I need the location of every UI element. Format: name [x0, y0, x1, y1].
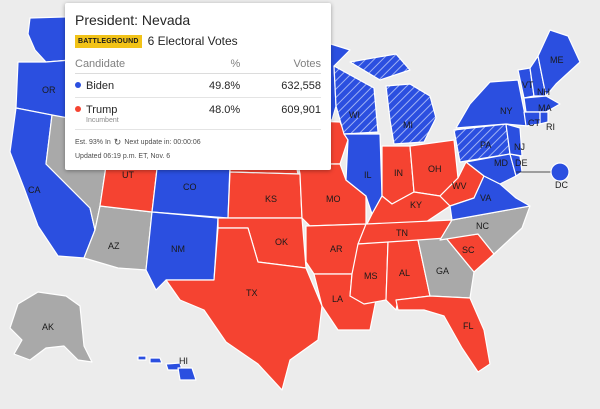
party-dot-icon — [75, 106, 81, 113]
dc-label: DC — [555, 180, 568, 190]
state-MA[interactable] — [523, 95, 561, 113]
state-label-ms: MS — [364, 271, 378, 281]
state-NY[interactable] — [455, 79, 529, 129]
state-label-ct: CT — [528, 118, 540, 128]
state-MI-upper[interactable] — [349, 53, 411, 81]
state-HI-b[interactable] — [149, 357, 163, 364]
state-MD[interactable] — [465, 153, 517, 185]
candidate-name: Biden — [86, 80, 115, 92]
state-label-oh: OH — [428, 164, 442, 174]
state-label-or: OR — [42, 85, 56, 95]
state-WI[interactable] — [333, 65, 379, 135]
state-label-fl: FL — [463, 321, 474, 331]
state-label-ak: AK — [42, 322, 54, 332]
state-label-md: MD — [494, 158, 508, 168]
header-candidate: Candidate — [75, 56, 177, 74]
candidate-votes: 632,558 — [240, 73, 321, 98]
state-label-ri: RI — [546, 122, 555, 132]
state-MI[interactable] — [385, 83, 437, 145]
state-TX[interactable] — [165, 227, 323, 391]
state-label-az: AZ — [108, 241, 120, 251]
state-label-wv: WV — [452, 181, 467, 191]
refresh-icon: ↻ — [113, 137, 122, 147]
state-label-tn: TN — [396, 228, 408, 238]
header-votes: Votes — [240, 56, 321, 74]
state-label-co: CO — [183, 182, 197, 192]
state-RI[interactable] — [539, 111, 549, 125]
state-label-il: IL — [364, 170, 372, 180]
candidate-pct: 48.0% — [176, 97, 241, 130]
state-label-nh: NH — [537, 87, 550, 97]
state-label-nc: NC — [476, 221, 489, 231]
party-dot-icon — [75, 82, 81, 89]
state-label-ut: UT — [122, 170, 134, 180]
header-pct: % — [176, 56, 241, 74]
state-label-pa: PA — [480, 140, 491, 150]
est-in-text: Est. 93% In — [75, 139, 111, 146]
state-label-nm: NM — [171, 244, 185, 254]
state-label-ca: CA — [28, 185, 41, 195]
state-HI-a[interactable] — [137, 355, 147, 361]
state-label-la: LA — [332, 294, 343, 304]
state-label-ok: OK — [275, 237, 288, 247]
state-label-ma: MA — [538, 103, 552, 113]
popup-title: President: Nevada — [75, 12, 191, 28]
state-results-popup: President: Nevada BATTLEGROUND 6 Elector… — [65, 3, 331, 170]
state-AK[interactable] — [9, 291, 93, 363]
state-label-mo: MO — [326, 194, 341, 204]
state-label-mi: MI — [403, 120, 413, 130]
state-label-ny: NY — [500, 106, 513, 116]
battleground-badge: BATTLEGROUND — [75, 34, 142, 48]
state-label-hi: HI — [179, 356, 188, 366]
state-NJ[interactable] — [505, 123, 523, 157]
table-row: Trump Incumbent 48.0% 609,901 — [75, 97, 321, 130]
state-label-wi: WI — [349, 110, 360, 120]
popup-status-line: Est. 93% In ↻ Next update in: 00:00:06 — [75, 137, 321, 148]
state-DC[interactable] — [550, 162, 570, 182]
updated-timestamp: Updated 06:19 p.m. ET, Nov. 6 — [75, 153, 171, 160]
state-label-sc: SC — [462, 245, 475, 255]
state-label-tx: TX — [246, 288, 258, 298]
state-label-vt: VT — [522, 80, 534, 90]
state-label-al: AL — [399, 268, 410, 278]
state-HI-d[interactable] — [177, 367, 197, 381]
state-label-va: VA — [480, 193, 491, 203]
candidate-cell: Trump Incumbent — [75, 97, 177, 130]
electoral-votes: 6 Electoral Votes — [147, 34, 238, 48]
state-label-ks: KS — [265, 194, 277, 204]
incumbent-tag: Incumbent — [86, 117, 119, 124]
state-FL[interactable] — [395, 295, 491, 373]
table-row: Biden 49.8% 632,558 — [75, 73, 321, 98]
state-label-nj: NJ — [514, 142, 525, 152]
candidate-cell: Biden — [75, 73, 177, 98]
state-label-ky: KY — [410, 200, 422, 210]
next-update-text: Next update in: 00:00:06 — [124, 139, 201, 146]
candidate-votes: 609,901 — [240, 97, 321, 130]
state-label-in: IN — [394, 168, 403, 178]
candidate-pct: 49.8% — [176, 73, 241, 98]
state-label-de: DE — [515, 158, 528, 168]
results-table: Candidate % Votes Biden 49.8% 632,558 Tr… — [75, 56, 321, 130]
state-VA[interactable] — [449, 175, 531, 221]
state-label-ar: AR — [330, 244, 343, 254]
popup-subtitle: BATTLEGROUND 6 Electoral Votes — [75, 34, 321, 48]
state-label-ga: GA — [436, 266, 449, 276]
candidate-name: Trump — [86, 104, 118, 116]
state-IL[interactable] — [343, 133, 383, 215]
state-label-me: ME — [550, 55, 564, 65]
